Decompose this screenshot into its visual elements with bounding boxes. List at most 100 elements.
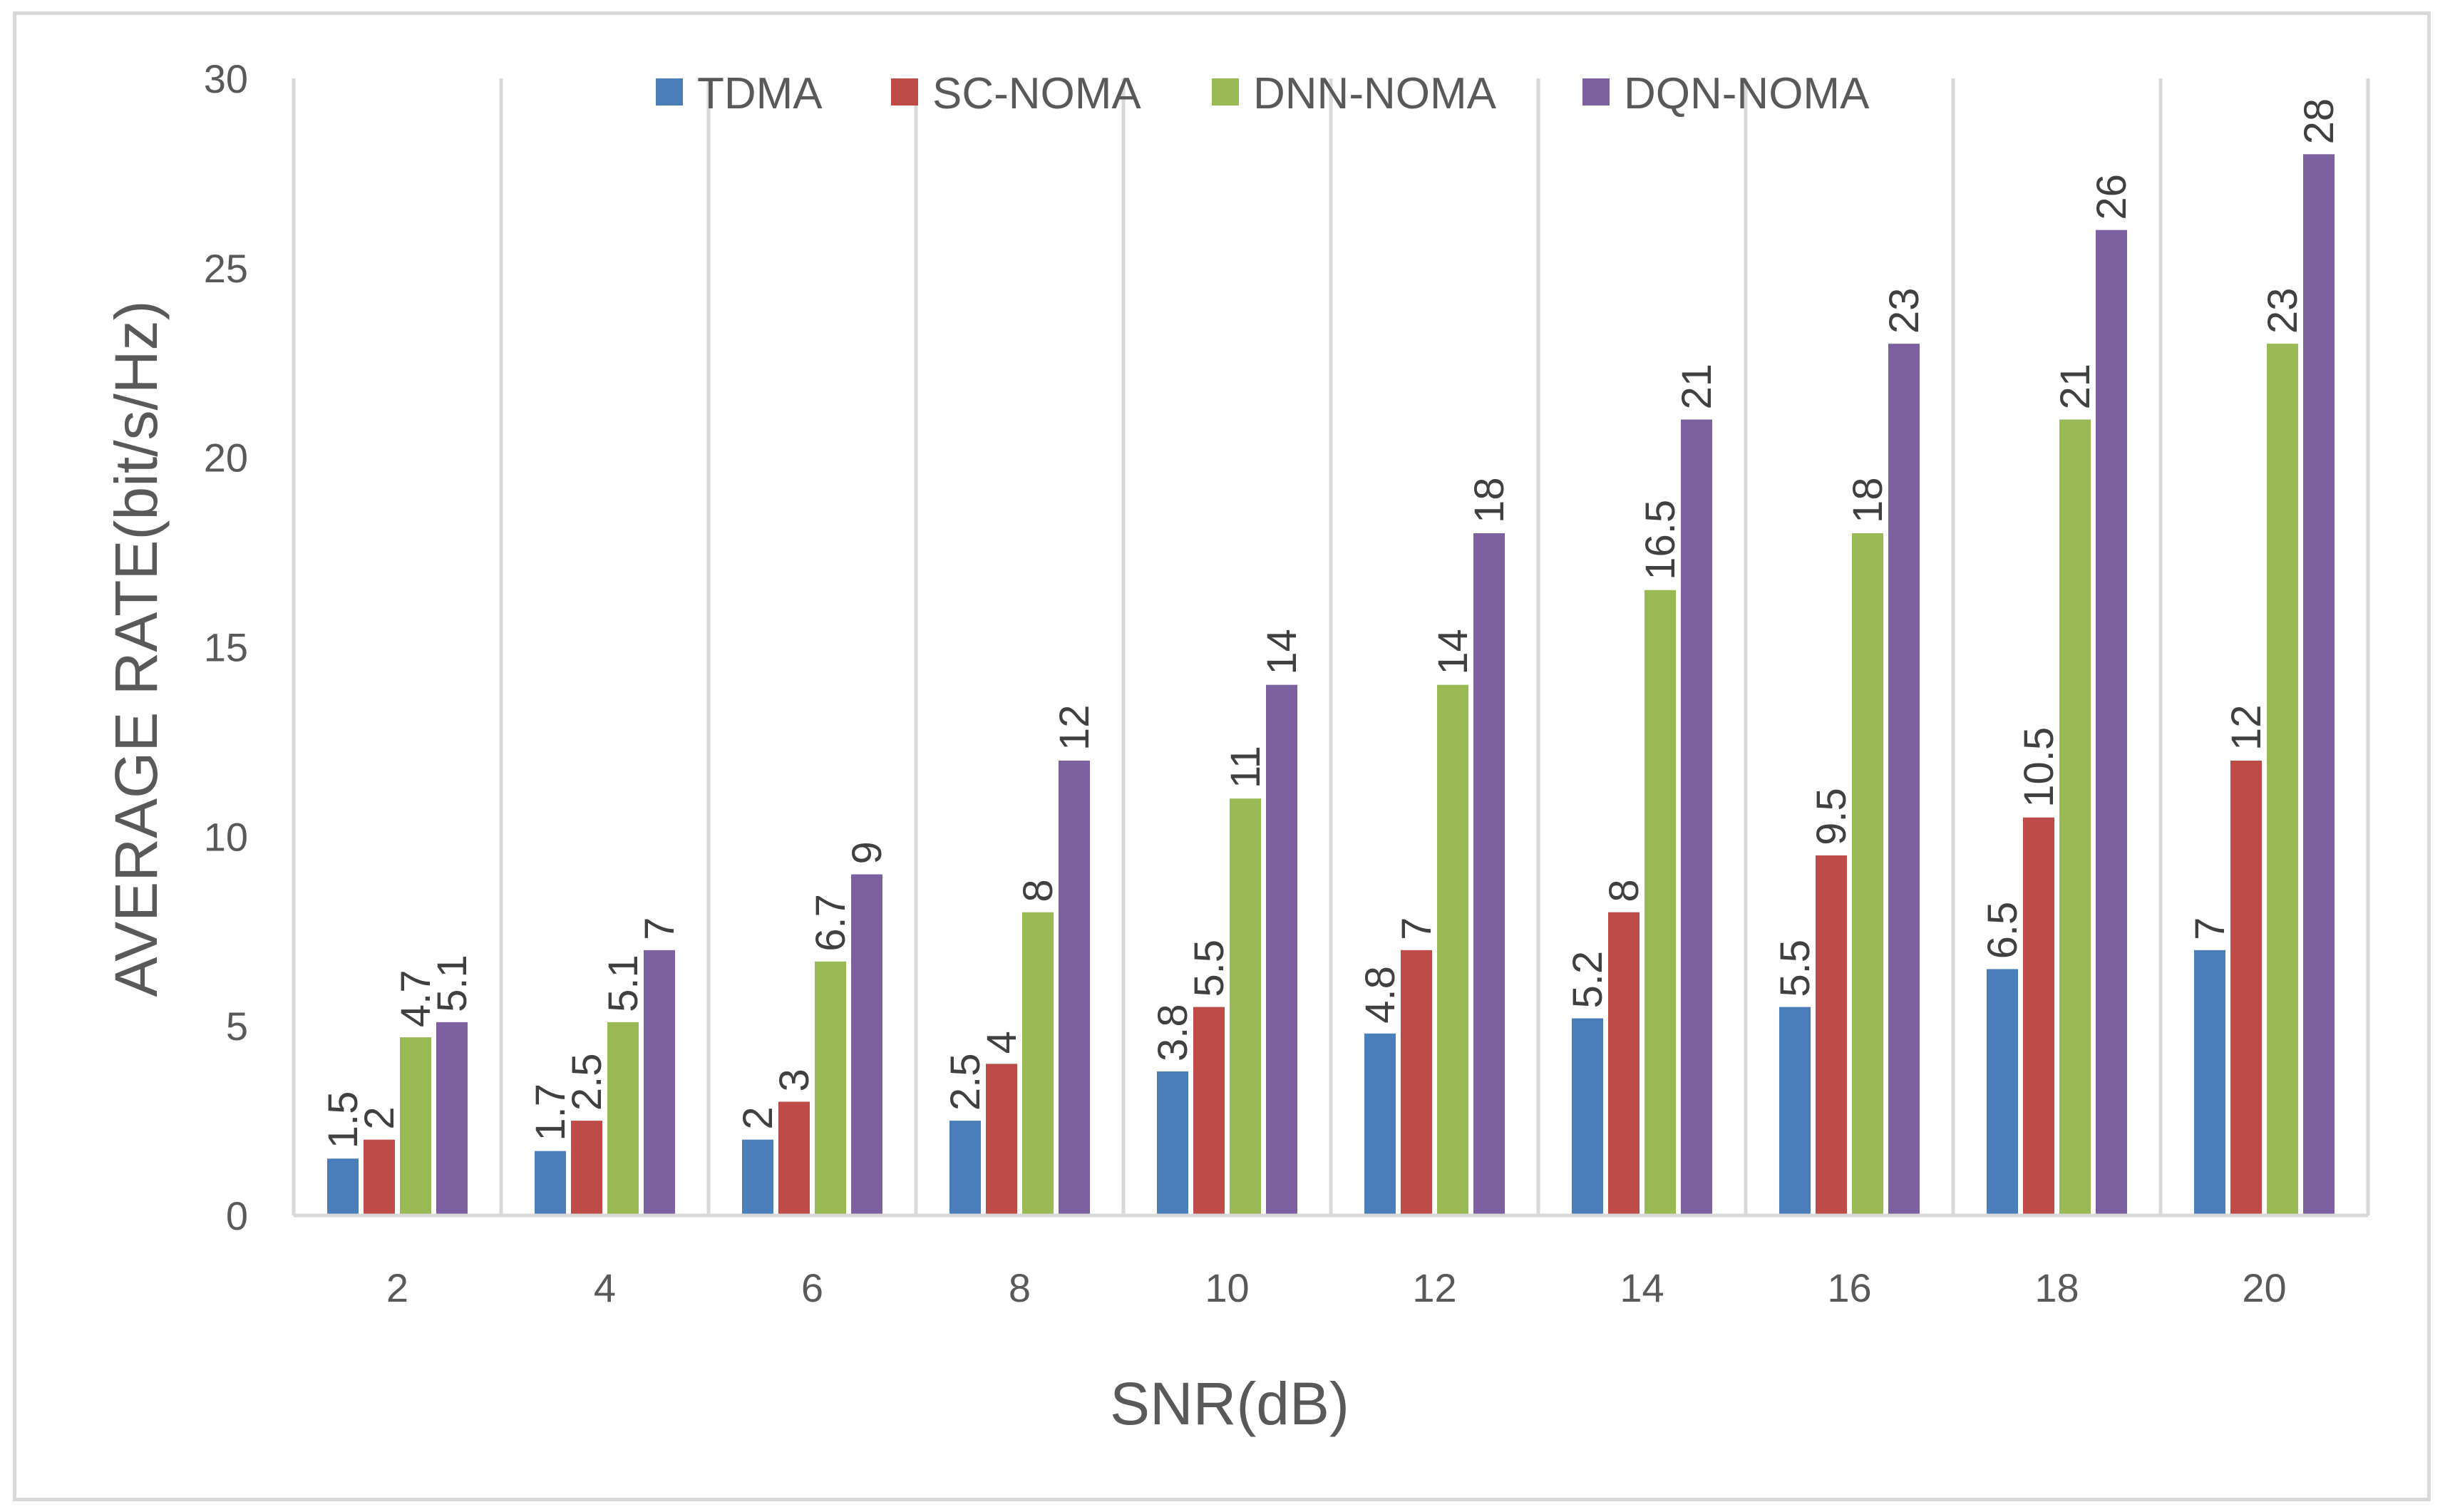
x-tick-label: 8 <box>1009 1265 1031 1310</box>
data-label: 5.5 <box>1772 940 1818 997</box>
bar-tdma <box>2194 950 2225 1215</box>
data-label: 7 <box>637 917 683 940</box>
bar-sc-noma <box>364 1139 395 1215</box>
data-label: 23 <box>2260 288 2306 334</box>
y-tick-label: 10 <box>204 814 248 859</box>
x-tick-label: 6 <box>801 1265 823 1310</box>
y-tick-label: 25 <box>204 246 248 291</box>
data-label: 9 <box>844 841 890 864</box>
y-tick-label: 15 <box>204 625 248 670</box>
bar-tdma <box>1572 1018 1603 1215</box>
bar-tdma <box>535 1151 566 1215</box>
axes: 0 5 10 15 20 25 30 2 4 6 8 10 12 14 16 18 20 <box>204 56 2368 1310</box>
data-label: 3.8 <box>1150 1004 1196 1061</box>
legend-label: DQN-NOMA <box>1624 69 1870 118</box>
legend-swatch <box>1212 78 1239 106</box>
data-label: 4 <box>979 1031 1025 1054</box>
bar-dnn-noma <box>400 1037 431 1215</box>
bar-dnn-noma <box>815 961 846 1215</box>
data-label: 23 <box>1881 288 1927 334</box>
data-label: 5.2 <box>1565 951 1611 1009</box>
data-label: 5.5 <box>1186 940 1232 997</box>
data-label: 9.5 <box>1808 788 1855 845</box>
x-tick-label: 2 <box>386 1265 408 1310</box>
bar-dqn-noma <box>644 950 675 1215</box>
y-tick-label: 30 <box>204 56 248 101</box>
x-tick-label: 20 <box>2242 1265 2286 1310</box>
bar-dqn-noma <box>1473 533 1505 1215</box>
data-label: 21 <box>2052 364 2099 410</box>
data-label: 5.1 <box>429 955 475 1012</box>
data-label: 26 <box>2089 174 2135 220</box>
bar-dqn-noma <box>436 1022 468 1215</box>
bar-sc-noma <box>571 1121 602 1215</box>
bar-dqn-noma <box>1888 344 1920 1216</box>
data-label: 8 <box>1601 879 1647 902</box>
data-label: 10.5 <box>2016 727 2062 808</box>
data-label: 28 <box>2296 98 2342 145</box>
bar-dnn-noma <box>607 1022 639 1215</box>
bar-tdma <box>327 1158 359 1215</box>
bar-tdma <box>742 1139 773 1215</box>
bar-tdma <box>1364 1033 1396 1215</box>
y-tick-label: 5 <box>226 1004 248 1049</box>
chart-frame <box>13 11 2431 1501</box>
bar-dqn-noma <box>2096 230 2127 1216</box>
bar-tdma <box>1157 1071 1188 1215</box>
bar-sc-noma <box>2023 817 2054 1215</box>
bar-dnn-noma <box>1437 684 1468 1215</box>
bar-sc-noma <box>1193 1007 1225 1215</box>
x-tick-label: 12 <box>1412 1265 1456 1310</box>
data-label: 12 <box>2223 704 2270 751</box>
bar-dqn-noma <box>1681 419 1712 1215</box>
legend-swatch <box>1582 78 1610 106</box>
data-label: 2 <box>735 1106 781 1129</box>
data-label: 6.7 <box>808 894 854 952</box>
data-label: 16.5 <box>1637 500 1684 580</box>
data-label: 5.1 <box>600 955 647 1012</box>
x-tick-label: 14 <box>1620 1265 1664 1310</box>
bar-dnn-noma <box>2059 419 2091 1215</box>
legend-label: TDMA <box>697 69 823 118</box>
x-tick-label: 4 <box>594 1265 616 1310</box>
data-label: 12 <box>1051 704 1098 751</box>
legend-swatch <box>656 78 683 106</box>
bar-tdma <box>1779 1007 1811 1215</box>
data-label: 21 <box>1674 364 1720 410</box>
bar-sc-noma <box>1401 950 1432 1215</box>
data-label: 8 <box>1015 879 1061 902</box>
legend-label: DNN-NOMA <box>1253 69 1497 118</box>
data-label: 2.5 <box>942 1053 989 1111</box>
legend-label: SC-NOMA <box>932 69 1141 118</box>
bar-sc-noma <box>778 1101 810 1215</box>
bar-dqn-noma <box>1059 761 1090 1215</box>
data-labels: 1.5 1.7 2 2.5 3.8 4.8 5.2 5.5 6.5 7 2 2.5 3 4 5.5 7 8 9.5… <box>320 98 2342 1148</box>
y-axis-title: AVERAGE RATE(bit/s/Hz) <box>103 300 170 997</box>
bar-dqn-noma <box>851 874 882 1215</box>
data-label: 1.5 <box>320 1091 366 1149</box>
bar-dnn-noma <box>1644 590 1676 1215</box>
x-tick-label: 18 <box>2034 1265 2079 1310</box>
x-axis-title: SNR(dB) <box>1110 1370 1349 1437</box>
bar-dnn-noma <box>1852 533 1883 1215</box>
bar-sc-noma <box>986 1064 1017 1215</box>
data-label: 4.8 <box>1357 966 1404 1024</box>
data-label: 4.7 <box>393 970 439 1027</box>
data-label: 7 <box>2187 917 2233 940</box>
data-label: 7 <box>1394 917 1440 940</box>
bar-dnn-noma <box>1230 798 1261 1215</box>
data-label: 2 <box>356 1106 403 1129</box>
data-label: 14 <box>1259 629 1305 675</box>
x-tick-label: 10 <box>1205 1265 1249 1310</box>
bar-tdma <box>949 1121 981 1215</box>
legend-swatch <box>891 78 918 106</box>
bar-tdma <box>1987 969 2018 1215</box>
bars <box>327 154 2335 1216</box>
y-tick-label: 20 <box>204 436 248 480</box>
bar-sc-noma <box>1816 855 1847 1215</box>
data-label: 1.7 <box>527 1084 574 1141</box>
data-label: 18 <box>1845 477 1891 523</box>
data-label: 2.5 <box>564 1053 610 1111</box>
x-tick-label: 16 <box>1827 1265 1871 1310</box>
